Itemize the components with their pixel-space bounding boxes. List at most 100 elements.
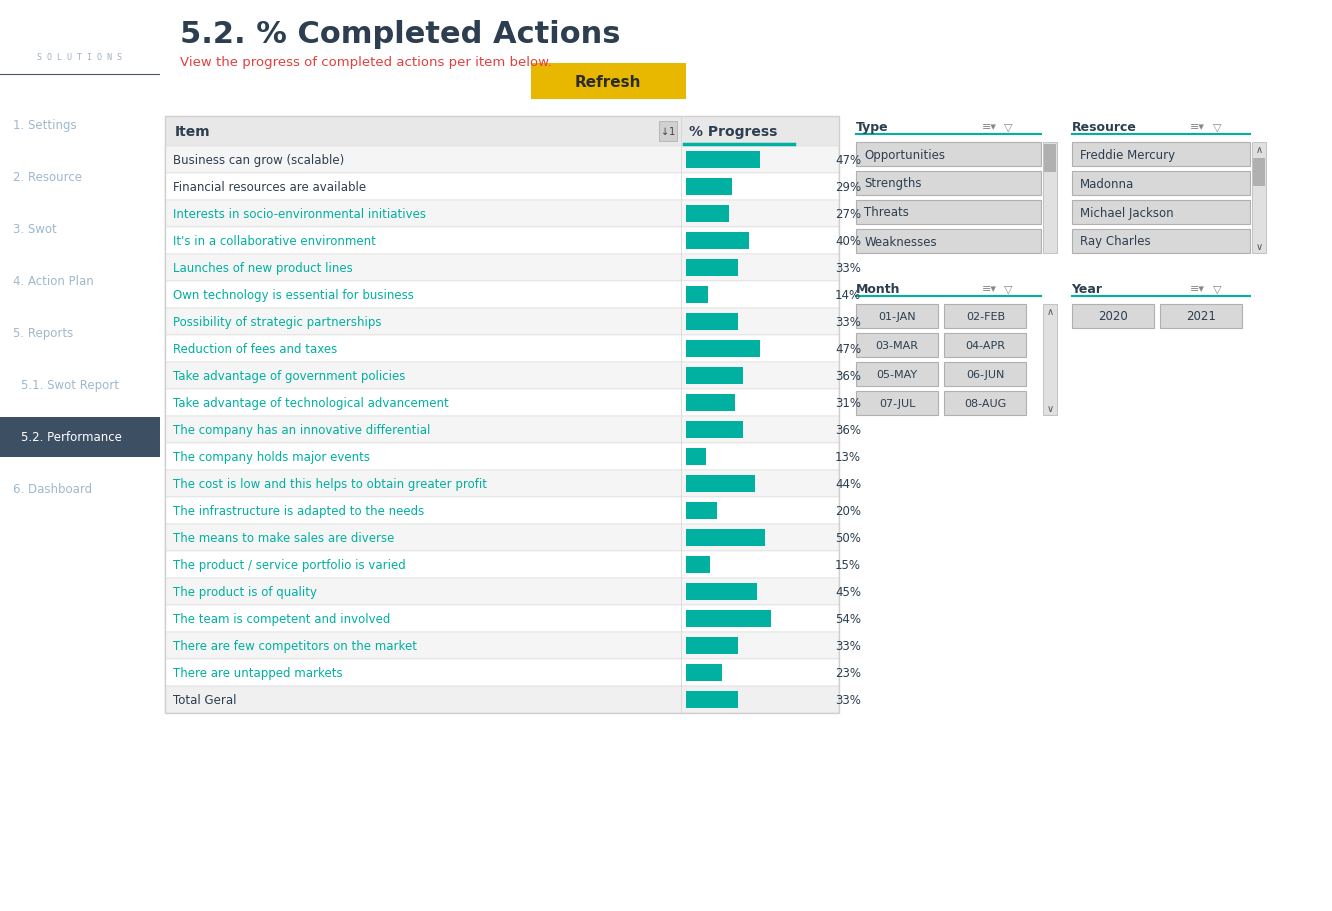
FancyBboxPatch shape	[686, 287, 709, 303]
FancyBboxPatch shape	[165, 660, 839, 686]
FancyBboxPatch shape	[944, 333, 1027, 358]
Text: 45%: 45%	[835, 586, 860, 599]
Text: Opportunities: Opportunities	[864, 148, 946, 161]
FancyBboxPatch shape	[856, 304, 938, 329]
FancyBboxPatch shape	[856, 143, 1042, 167]
Text: ∧: ∧	[1047, 307, 1054, 317]
Text: 5.2. % Completed Actions: 5.2. % Completed Actions	[180, 19, 621, 48]
FancyBboxPatch shape	[165, 551, 839, 578]
Text: ▽: ▽	[1212, 122, 1221, 132]
FancyBboxPatch shape	[165, 390, 839, 416]
Text: Threats: Threats	[864, 206, 908, 220]
FancyBboxPatch shape	[1071, 200, 1249, 225]
Text: 29%: 29%	[835, 180, 860, 194]
FancyBboxPatch shape	[686, 529, 765, 547]
Text: Type: Type	[856, 121, 888, 134]
Text: The product is of quality: The product is of quality	[173, 586, 317, 599]
Text: ▽: ▽	[1212, 283, 1221, 293]
Text: The company holds major events: The company holds major events	[173, 451, 370, 464]
Text: 5.2. Performance: 5.2. Performance	[21, 431, 121, 444]
Text: ≡▾: ≡▾	[982, 122, 996, 132]
FancyBboxPatch shape	[686, 476, 755, 493]
FancyBboxPatch shape	[686, 206, 729, 223]
FancyBboxPatch shape	[856, 200, 1042, 225]
FancyBboxPatch shape	[686, 691, 738, 708]
Text: 3. Swot: 3. Swot	[13, 223, 56, 236]
FancyBboxPatch shape	[686, 557, 710, 573]
Text: Month: Month	[856, 282, 900, 296]
Text: Possibility of strategic partnerships: Possibility of strategic partnerships	[173, 315, 381, 329]
Text: 2020: 2020	[1098, 310, 1127, 323]
FancyBboxPatch shape	[1253, 159, 1265, 187]
Text: 33%: 33%	[835, 261, 860, 275]
Text: Strengths: Strengths	[864, 178, 922, 190]
Text: 5.1. Swot Report: 5.1. Swot Report	[21, 379, 119, 392]
FancyBboxPatch shape	[165, 200, 839, 228]
Text: 33%: 33%	[835, 315, 860, 329]
FancyBboxPatch shape	[165, 363, 839, 390]
Text: 2021: 2021	[1185, 310, 1216, 323]
Text: 03-MAR: 03-MAR	[875, 341, 919, 351]
Text: S O L U T I O N S: S O L U T I O N S	[37, 53, 123, 62]
Text: Michael Jackson: Michael Jackson	[1079, 206, 1173, 220]
FancyBboxPatch shape	[944, 363, 1027, 386]
Text: There are untapped markets: There are untapped markets	[173, 666, 342, 680]
Text: Freddie Mercury: Freddie Mercury	[1079, 148, 1175, 161]
Text: 2. Resource: 2. Resource	[13, 171, 81, 184]
FancyBboxPatch shape	[165, 117, 839, 147]
FancyBboxPatch shape	[659, 122, 677, 142]
FancyBboxPatch shape	[856, 333, 938, 358]
Text: Total Geral: Total Geral	[173, 693, 236, 706]
FancyBboxPatch shape	[856, 363, 938, 386]
FancyBboxPatch shape	[686, 179, 731, 196]
Text: The infrastructure is adapted to the needs: The infrastructure is adapted to the nee…	[173, 505, 424, 517]
Text: 33%: 33%	[835, 693, 860, 706]
FancyBboxPatch shape	[165, 281, 839, 309]
FancyBboxPatch shape	[1071, 304, 1154, 329]
FancyBboxPatch shape	[686, 664, 722, 681]
Text: 02-FEB: 02-FEB	[966, 312, 1004, 322]
Text: The means to make sales are diverse: The means to make sales are diverse	[173, 531, 394, 545]
FancyBboxPatch shape	[686, 503, 718, 519]
Text: ∨: ∨	[1047, 404, 1054, 414]
Text: Take advantage of technological advancement: Take advantage of technological advancem…	[173, 396, 449, 410]
FancyBboxPatch shape	[1071, 230, 1249, 254]
Text: 47%: 47%	[835, 154, 860, 167]
FancyBboxPatch shape	[686, 260, 738, 277]
Text: ∧: ∧	[1255, 145, 1263, 155]
Text: 40%: 40%	[835, 235, 860, 248]
FancyBboxPatch shape	[530, 64, 686, 100]
Text: 1. Settings: 1. Settings	[13, 119, 76, 132]
Text: 06-JUN: 06-JUN	[966, 370, 1004, 380]
Text: ≡▾: ≡▾	[1189, 122, 1204, 132]
Text: 27%: 27%	[835, 208, 860, 220]
FancyBboxPatch shape	[944, 392, 1027, 415]
Text: 33%: 33%	[835, 640, 860, 652]
Text: The company has an innovative differential: The company has an innovative differenti…	[173, 424, 430, 436]
Text: View the progress of completed actions per item below.: View the progress of completed actions p…	[180, 56, 551, 68]
Text: 47%: 47%	[835, 343, 860, 355]
Text: 50%: 50%	[835, 531, 860, 545]
Text: 08-AUG: 08-AUG	[964, 399, 1007, 408]
FancyBboxPatch shape	[1071, 143, 1249, 167]
Text: 23%: 23%	[835, 666, 860, 680]
FancyBboxPatch shape	[165, 497, 839, 525]
FancyBboxPatch shape	[1160, 304, 1241, 329]
FancyBboxPatch shape	[686, 232, 749, 250]
Text: :::|  ADNIA: :::| ADNIA	[39, 33, 121, 46]
Text: % Progress: % Progress	[689, 125, 777, 138]
Text: 01-JAN: 01-JAN	[878, 312, 916, 322]
FancyBboxPatch shape	[686, 152, 761, 169]
FancyBboxPatch shape	[165, 578, 839, 605]
Text: ∨: ∨	[1255, 241, 1263, 251]
Text: Business can grow (scalable): Business can grow (scalable)	[173, 154, 344, 167]
FancyBboxPatch shape	[165, 470, 839, 497]
Text: 20%: 20%	[835, 505, 860, 517]
Text: Interests in socio-environmental initiatives: Interests in socio-environmental initiat…	[173, 208, 426, 220]
Text: 36%: 36%	[835, 370, 860, 383]
FancyBboxPatch shape	[686, 394, 735, 412]
FancyBboxPatch shape	[165, 309, 839, 335]
Text: 4. Action Plan: 4. Action Plan	[13, 275, 93, 288]
FancyBboxPatch shape	[0, 417, 160, 457]
Text: ≡▾: ≡▾	[1189, 283, 1204, 293]
